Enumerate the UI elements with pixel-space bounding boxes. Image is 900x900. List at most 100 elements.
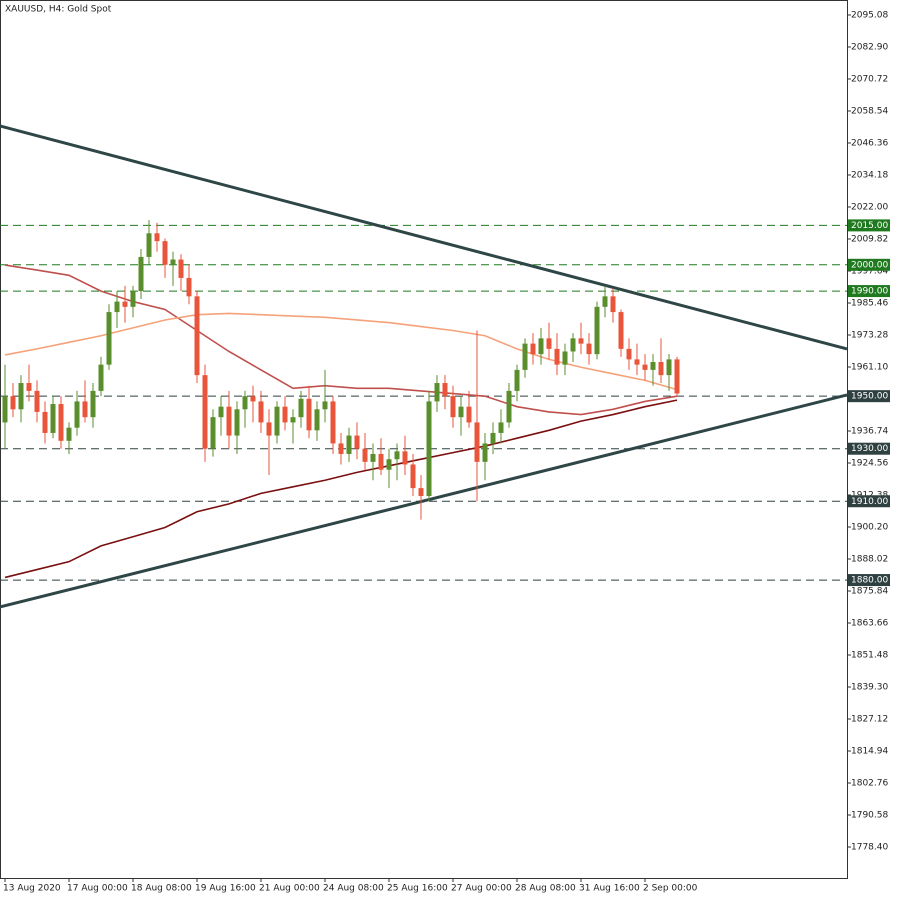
y-tick-label: 1900.20 xyxy=(851,522,888,532)
candle-body xyxy=(466,406,472,423)
candle-body xyxy=(178,259,184,278)
candle-body xyxy=(106,312,112,365)
candle-body xyxy=(2,396,8,423)
x-tick-label: 2 Sep 00:00 xyxy=(643,884,698,894)
trendline xyxy=(0,393,848,609)
candle-body xyxy=(354,435,360,449)
level-tag xyxy=(848,258,890,271)
candle-body xyxy=(290,417,296,423)
candle-body xyxy=(402,451,408,465)
x-tick-label: 27 Aug 00:00 xyxy=(451,884,512,894)
x-tick-label: 13 Aug 2020 xyxy=(3,884,61,894)
candle-body xyxy=(410,464,416,489)
y-tick-label: 1802.76 xyxy=(851,778,888,788)
level-tag xyxy=(848,574,890,587)
y-tick-label: 1961.10 xyxy=(851,363,888,373)
level-tag xyxy=(848,390,890,403)
y-tick-label: 1827.12 xyxy=(851,714,888,724)
candle-body xyxy=(602,296,608,307)
candle-body xyxy=(586,343,592,355)
candle-body xyxy=(338,443,344,454)
candle-body xyxy=(498,422,504,433)
candle-body xyxy=(314,409,320,431)
level-tag xyxy=(848,219,890,232)
candle-body xyxy=(426,401,432,496)
candle-body xyxy=(626,348,632,360)
candle-body xyxy=(10,396,16,410)
candle-body xyxy=(594,306,600,355)
x-tick-label: 17 Aug 00:00 xyxy=(67,884,128,894)
y-tick-label: 1778.40 xyxy=(851,842,888,852)
candle-body xyxy=(26,383,32,391)
candle-body xyxy=(474,422,480,462)
candle-body xyxy=(634,359,640,365)
y-tick-label: 1924.56 xyxy=(851,458,888,468)
candle-body xyxy=(186,277,192,297)
candle-body xyxy=(522,343,528,370)
candle-body xyxy=(530,343,536,355)
candle-body xyxy=(274,406,280,436)
candle-body xyxy=(98,364,104,391)
y-tick-label: 2082.90 xyxy=(851,43,888,53)
candle-body xyxy=(562,351,568,365)
y-tick-label: 1997.64 xyxy=(851,267,888,277)
candle-body xyxy=(34,390,40,412)
x-tick-label: 28 Aug 08:00 xyxy=(515,884,576,894)
candle-body xyxy=(378,453,384,470)
candle-body xyxy=(666,359,672,376)
level-tag xyxy=(848,495,890,508)
candle-body xyxy=(442,383,448,397)
candle-body xyxy=(418,488,424,496)
y-tick-label: 2070.72 xyxy=(851,75,888,85)
level-tag xyxy=(848,285,890,298)
candle-body xyxy=(434,383,440,402)
candle-body xyxy=(642,364,648,370)
candle-body xyxy=(386,459,392,470)
candle-body xyxy=(458,406,464,418)
candle-body xyxy=(202,375,208,449)
candle-body xyxy=(346,435,352,454)
candle-body xyxy=(514,369,520,391)
candle-body xyxy=(322,401,328,410)
level-label: 1910.00 xyxy=(851,497,888,507)
candle-body xyxy=(18,383,24,410)
candle-body xyxy=(658,362,664,376)
candle-body xyxy=(370,453,376,462)
y-tick-label: 2095.08 xyxy=(851,11,888,21)
y-tick-label: 1875.84 xyxy=(851,586,888,596)
x-tick-label: 18 Aug 08:00 xyxy=(131,884,192,894)
candle-body xyxy=(554,348,560,365)
candle-body xyxy=(130,291,136,307)
y-tick-label: 2034.18 xyxy=(851,171,888,181)
y-tick-label: 2058.54 xyxy=(851,107,888,117)
level-label: 1950.00 xyxy=(851,392,888,402)
candle-body xyxy=(490,432,496,444)
candle-body xyxy=(146,233,152,257)
moving-average xyxy=(4,399,678,579)
x-tick-label: 21 Aug 00:00 xyxy=(259,884,320,894)
candle-body xyxy=(50,404,56,433)
candle-body xyxy=(74,401,80,428)
candle-body xyxy=(234,409,240,436)
candle-body xyxy=(578,338,584,344)
y-tick-label: 1790.58 xyxy=(851,810,888,820)
y-tick-label: 1973.28 xyxy=(851,331,888,341)
chart-title: XAUUSD, H4: Gold Spot xyxy=(5,5,112,15)
candle-body xyxy=(250,396,256,402)
candle-body xyxy=(482,443,488,462)
candle-body xyxy=(226,406,232,436)
y-tick-label: 2022.00 xyxy=(851,203,888,213)
candle-body xyxy=(218,406,224,418)
level-label: 1880.00 xyxy=(851,576,888,586)
candle-body xyxy=(650,362,656,370)
level-label: 2015.00 xyxy=(851,221,888,231)
candle-body xyxy=(242,396,248,410)
candle-body xyxy=(674,359,680,394)
x-tick-label: 24 Aug 08:00 xyxy=(323,884,384,894)
trendline xyxy=(0,124,848,351)
candle-body xyxy=(170,259,176,265)
y-tick-label: 1851.48 xyxy=(851,650,888,660)
y-tick-label: 1814.94 xyxy=(851,746,888,756)
y-tick-label: 1863.66 xyxy=(851,618,888,628)
